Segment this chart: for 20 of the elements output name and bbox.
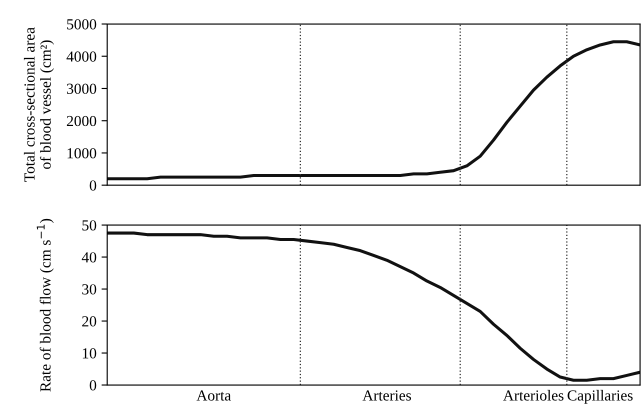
y-tick-label: 40 xyxy=(82,252,96,263)
y-tick-label: 10 xyxy=(82,348,96,358)
x-tick-label: Arteries xyxy=(362,390,412,401)
y-tick-label: 30 xyxy=(82,284,96,294)
y-tick-label: 50 xyxy=(82,220,96,231)
line-series xyxy=(107,40,640,180)
y-tick-label: 3000 xyxy=(66,84,96,94)
y-axis-title: Total cross-sectional area of blood vessel (cm²) xyxy=(24,27,54,182)
x-tick-label: Arterioles xyxy=(503,390,564,401)
y-tick-label: 2000 xyxy=(66,116,96,126)
y-tick-label: 4000 xyxy=(66,51,96,62)
y-tick-label: 5000 xyxy=(67,19,96,30)
x-tick-label: Aorta xyxy=(196,390,231,401)
line-series xyxy=(107,232,640,382)
x-tick-label: Capillaries xyxy=(568,390,633,404)
y-tick-label: 0 xyxy=(90,180,96,191)
y-tick-label: 20 xyxy=(82,316,96,326)
y-axis-title: Rate of blood flow (cm s$^{−1}$) xyxy=(36,218,54,392)
y-tick-label: 0 xyxy=(90,380,96,390)
y-tick-label: 1000 xyxy=(68,148,96,158)
